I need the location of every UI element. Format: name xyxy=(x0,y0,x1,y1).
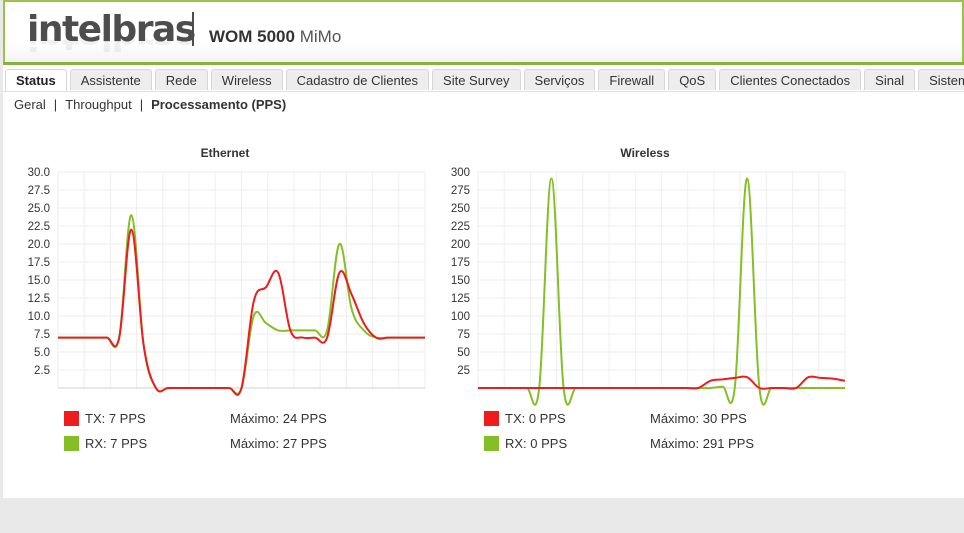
product-model: WOM 5000 xyxy=(209,27,295,46)
wireless-y-tick-label: 25 xyxy=(457,365,470,377)
ethernet-y-tick-label: 27.5 xyxy=(28,185,50,197)
tab-status[interactable]: Status xyxy=(5,69,67,92)
wireless-tx-legend: TX: 0 PPS xyxy=(505,411,566,426)
ethernet-y-tick-label: 25.0 xyxy=(28,203,50,215)
wireless-rx-swatch xyxy=(484,436,499,451)
tab-site-survey[interactable]: Site Survey xyxy=(432,69,521,90)
tab-sistema[interactable]: Sistema xyxy=(918,69,964,90)
wireless-rx-legend: RX: 0 PPS xyxy=(505,436,568,451)
subnav-throughput[interactable]: Throughput xyxy=(65,97,132,112)
product-variant: MiMo xyxy=(299,27,342,46)
tab-cadastro-de-clientes[interactable]: Cadastro de Clientes xyxy=(285,69,430,90)
tab-clientes-conectados[interactable]: Clientes Conectados xyxy=(719,69,862,90)
ethernet-y-tick-label: 7.5 xyxy=(34,329,50,341)
subnav-separator: | xyxy=(53,97,58,112)
ethernet-rx-max: Máximo: 27 PPS xyxy=(230,436,327,451)
ethernet-tx-swatch xyxy=(64,411,79,426)
header-accent-line xyxy=(3,62,964,65)
ethernet-y-tick-label: 15.0 xyxy=(28,275,50,287)
ethernet-tx-legend: TX: 7 PPS xyxy=(85,411,146,426)
app-header: intelbras intelbras WOM 5000 MiMo xyxy=(3,0,964,62)
subnav-processamento[interactable]: Processamento (PPS) xyxy=(151,97,287,112)
wireless-y-tick-label: 200 xyxy=(451,239,470,251)
subnav-separator: | xyxy=(139,97,144,112)
ethernet-chart: 2.5 5.0 7.5 10.0 12.5 15.0 17.5 20.0 22.5 25.0 27.… xyxy=(28,167,426,396)
ethernet-rx-swatch xyxy=(64,436,79,451)
sub-navigation: Geral | Throughput | Processamento (PPS) xyxy=(14,97,286,112)
ethernet-chart-title: Ethernet xyxy=(200,146,250,160)
wireless-y-tick-label: 50 xyxy=(457,347,470,359)
subnav-geral[interactable]: Geral xyxy=(14,97,46,112)
wireless-tx-swatch xyxy=(484,411,499,426)
tab-firewall[interactable]: Firewall xyxy=(598,69,666,90)
wireless-y-tick-label: 300 xyxy=(451,167,470,179)
wireless-y-tick-label: 150 xyxy=(451,275,470,287)
ethernet-tx-max: Máximo: 24 PPS xyxy=(230,411,327,426)
tabs-baseline xyxy=(3,91,964,92)
ethernet-y-tick-label: 2.5 xyxy=(34,365,50,377)
tab-servicos[interactable]: Serviços xyxy=(523,69,596,90)
wireless-y-tick-label: 225 xyxy=(451,221,470,233)
wireless-y-tick-label: 100 xyxy=(451,311,470,323)
brand-logo-reflection: intelbras xyxy=(27,36,195,57)
product-name: WOM 5000 MiMo xyxy=(209,27,341,47)
ethernet-y-tick-label: 22.5 xyxy=(28,221,50,233)
ethernet-y-tick-label: 17.5 xyxy=(28,257,50,269)
header-divider xyxy=(192,12,194,46)
wireless-y-tick-label: 275 xyxy=(451,185,470,197)
brand-logo: intelbras xyxy=(27,9,196,50)
wireless-rx-max: Máximo: 291 PPS xyxy=(650,436,755,451)
tab-qos[interactable]: QoS xyxy=(668,69,717,90)
tab-assistente[interactable]: Assistente xyxy=(69,69,152,90)
main-tabs: Status Assistente Rede Wireless Cadastro de … xyxy=(5,69,964,92)
wireless-tx-max: Máximo: 30 PPS xyxy=(650,411,747,426)
tab-sinal[interactable]: Sinal xyxy=(864,69,916,90)
wireless-y-tick-label: 75 xyxy=(457,329,470,341)
wireless-y-tick-label: 125 xyxy=(451,293,470,305)
ethernet-y-tick-label: 5.0 xyxy=(34,347,50,359)
tab-wireless[interactable]: Wireless xyxy=(210,69,283,90)
ethernet-y-tick-label: 30.0 xyxy=(28,167,50,179)
tab-rede[interactable]: Rede xyxy=(154,69,208,90)
wireless-y-tick-label: 250 xyxy=(451,203,470,215)
ethernet-y-tick-label: 20.0 xyxy=(28,239,50,251)
ethernet-y-tick-label: 10.0 xyxy=(28,311,50,323)
wireless-chart: 25 50 75 100 125 150 175 200 225 250 275 300 xyxy=(451,167,846,406)
ethernet-y-tick-label: 12.5 xyxy=(28,293,50,305)
wireless-y-tick-label: 175 xyxy=(451,257,470,269)
ethernet-tx-line xyxy=(57,228,425,396)
wireless-chart-title: Wireless xyxy=(620,146,670,160)
wireless-tx-line xyxy=(478,375,846,390)
ethernet-rx-legend: RX: 7 PPS xyxy=(85,436,148,451)
